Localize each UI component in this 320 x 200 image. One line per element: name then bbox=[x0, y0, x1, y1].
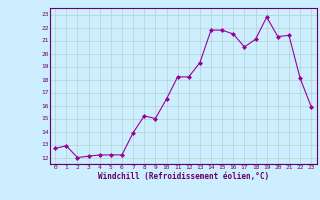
X-axis label: Windchill (Refroidissement éolien,°C): Windchill (Refroidissement éolien,°C) bbox=[98, 172, 269, 181]
